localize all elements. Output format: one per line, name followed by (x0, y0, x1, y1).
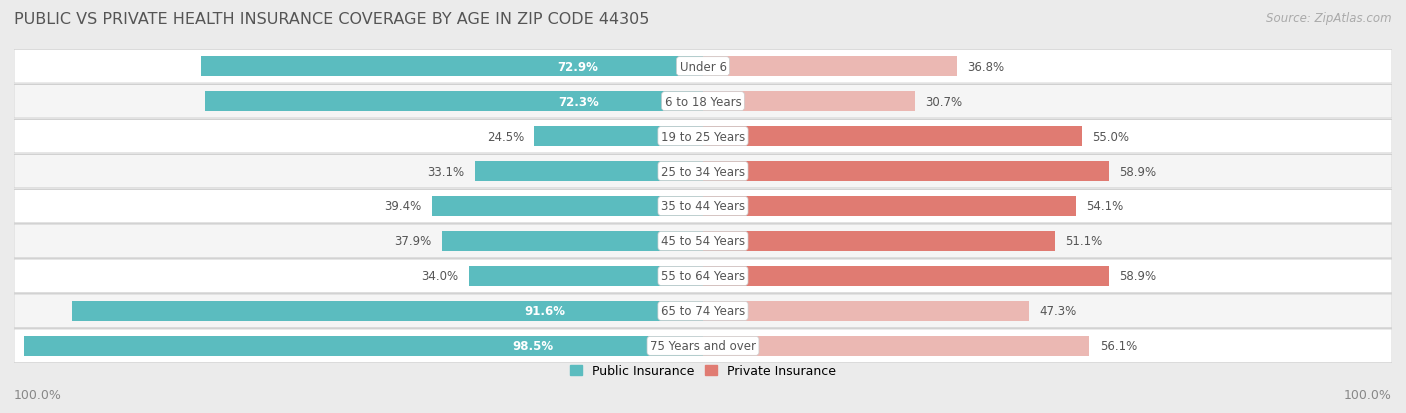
Text: 34.0%: 34.0% (422, 270, 458, 283)
Text: 35 to 44 Years: 35 to 44 Years (661, 200, 745, 213)
Text: 55.0%: 55.0% (1092, 130, 1129, 143)
Bar (72, 301, 703, 321)
Bar (703, 301, 1029, 321)
Text: 56.1%: 56.1% (1099, 339, 1137, 352)
Text: 45 to 54 Years: 45 to 54 Years (661, 235, 745, 248)
Text: 39.4%: 39.4% (384, 200, 422, 213)
Bar (703, 197, 1076, 216)
Text: Under 6: Under 6 (679, 61, 727, 74)
Bar (24, 336, 703, 356)
Text: 19 to 25 Years: 19 to 25 Years (661, 130, 745, 143)
Bar (201, 57, 703, 77)
Text: 25 to 34 Years: 25 to 34 Years (661, 165, 745, 178)
Text: 51.1%: 51.1% (1066, 235, 1102, 248)
Text: 72.9%: 72.9% (557, 61, 598, 74)
Bar (703, 92, 914, 112)
Text: 65 to 74 Years: 65 to 74 Years (661, 305, 745, 318)
Text: 58.9%: 58.9% (1119, 270, 1156, 283)
Text: Source: ZipAtlas.com: Source: ZipAtlas.com (1267, 12, 1392, 25)
Text: 91.6%: 91.6% (524, 305, 565, 318)
Text: 58.9%: 58.9% (1119, 165, 1156, 178)
Bar (468, 266, 703, 286)
Text: PUBLIC VS PRIVATE HEALTH INSURANCE COVERAGE BY AGE IN ZIP CODE 44305: PUBLIC VS PRIVATE HEALTH INSURANCE COVER… (14, 12, 650, 27)
FancyBboxPatch shape (14, 225, 1392, 258)
Bar (703, 336, 1090, 356)
Text: 30.7%: 30.7% (925, 95, 962, 108)
Text: 33.1%: 33.1% (427, 165, 464, 178)
Bar (703, 57, 956, 77)
FancyBboxPatch shape (14, 85, 1392, 119)
Bar (703, 231, 1054, 252)
FancyBboxPatch shape (14, 329, 1392, 363)
Bar (441, 231, 703, 252)
Legend: Public Insurance, Private Insurance: Public Insurance, Private Insurance (565, 359, 841, 382)
Bar (205, 92, 703, 112)
Text: 100.0%: 100.0% (14, 388, 62, 401)
FancyBboxPatch shape (14, 50, 1392, 84)
Text: 36.8%: 36.8% (967, 61, 1004, 74)
FancyBboxPatch shape (14, 294, 1392, 328)
Text: 54.1%: 54.1% (1085, 200, 1123, 213)
Text: 47.3%: 47.3% (1039, 305, 1077, 318)
Text: 37.9%: 37.9% (394, 235, 432, 248)
FancyBboxPatch shape (14, 259, 1392, 293)
Text: 100.0%: 100.0% (1344, 388, 1392, 401)
FancyBboxPatch shape (14, 190, 1392, 223)
Text: 72.3%: 72.3% (558, 95, 599, 108)
Bar (703, 161, 1109, 182)
FancyBboxPatch shape (14, 120, 1392, 154)
Bar (703, 127, 1083, 147)
Bar (475, 161, 703, 182)
Text: 75 Years and over: 75 Years and over (650, 339, 756, 352)
FancyBboxPatch shape (14, 155, 1392, 188)
Bar (534, 127, 703, 147)
Text: 55 to 64 Years: 55 to 64 Years (661, 270, 745, 283)
Text: 24.5%: 24.5% (486, 130, 524, 143)
Bar (432, 197, 703, 216)
Bar (703, 266, 1109, 286)
Text: 98.5%: 98.5% (513, 339, 554, 352)
Text: 6 to 18 Years: 6 to 18 Years (665, 95, 741, 108)
